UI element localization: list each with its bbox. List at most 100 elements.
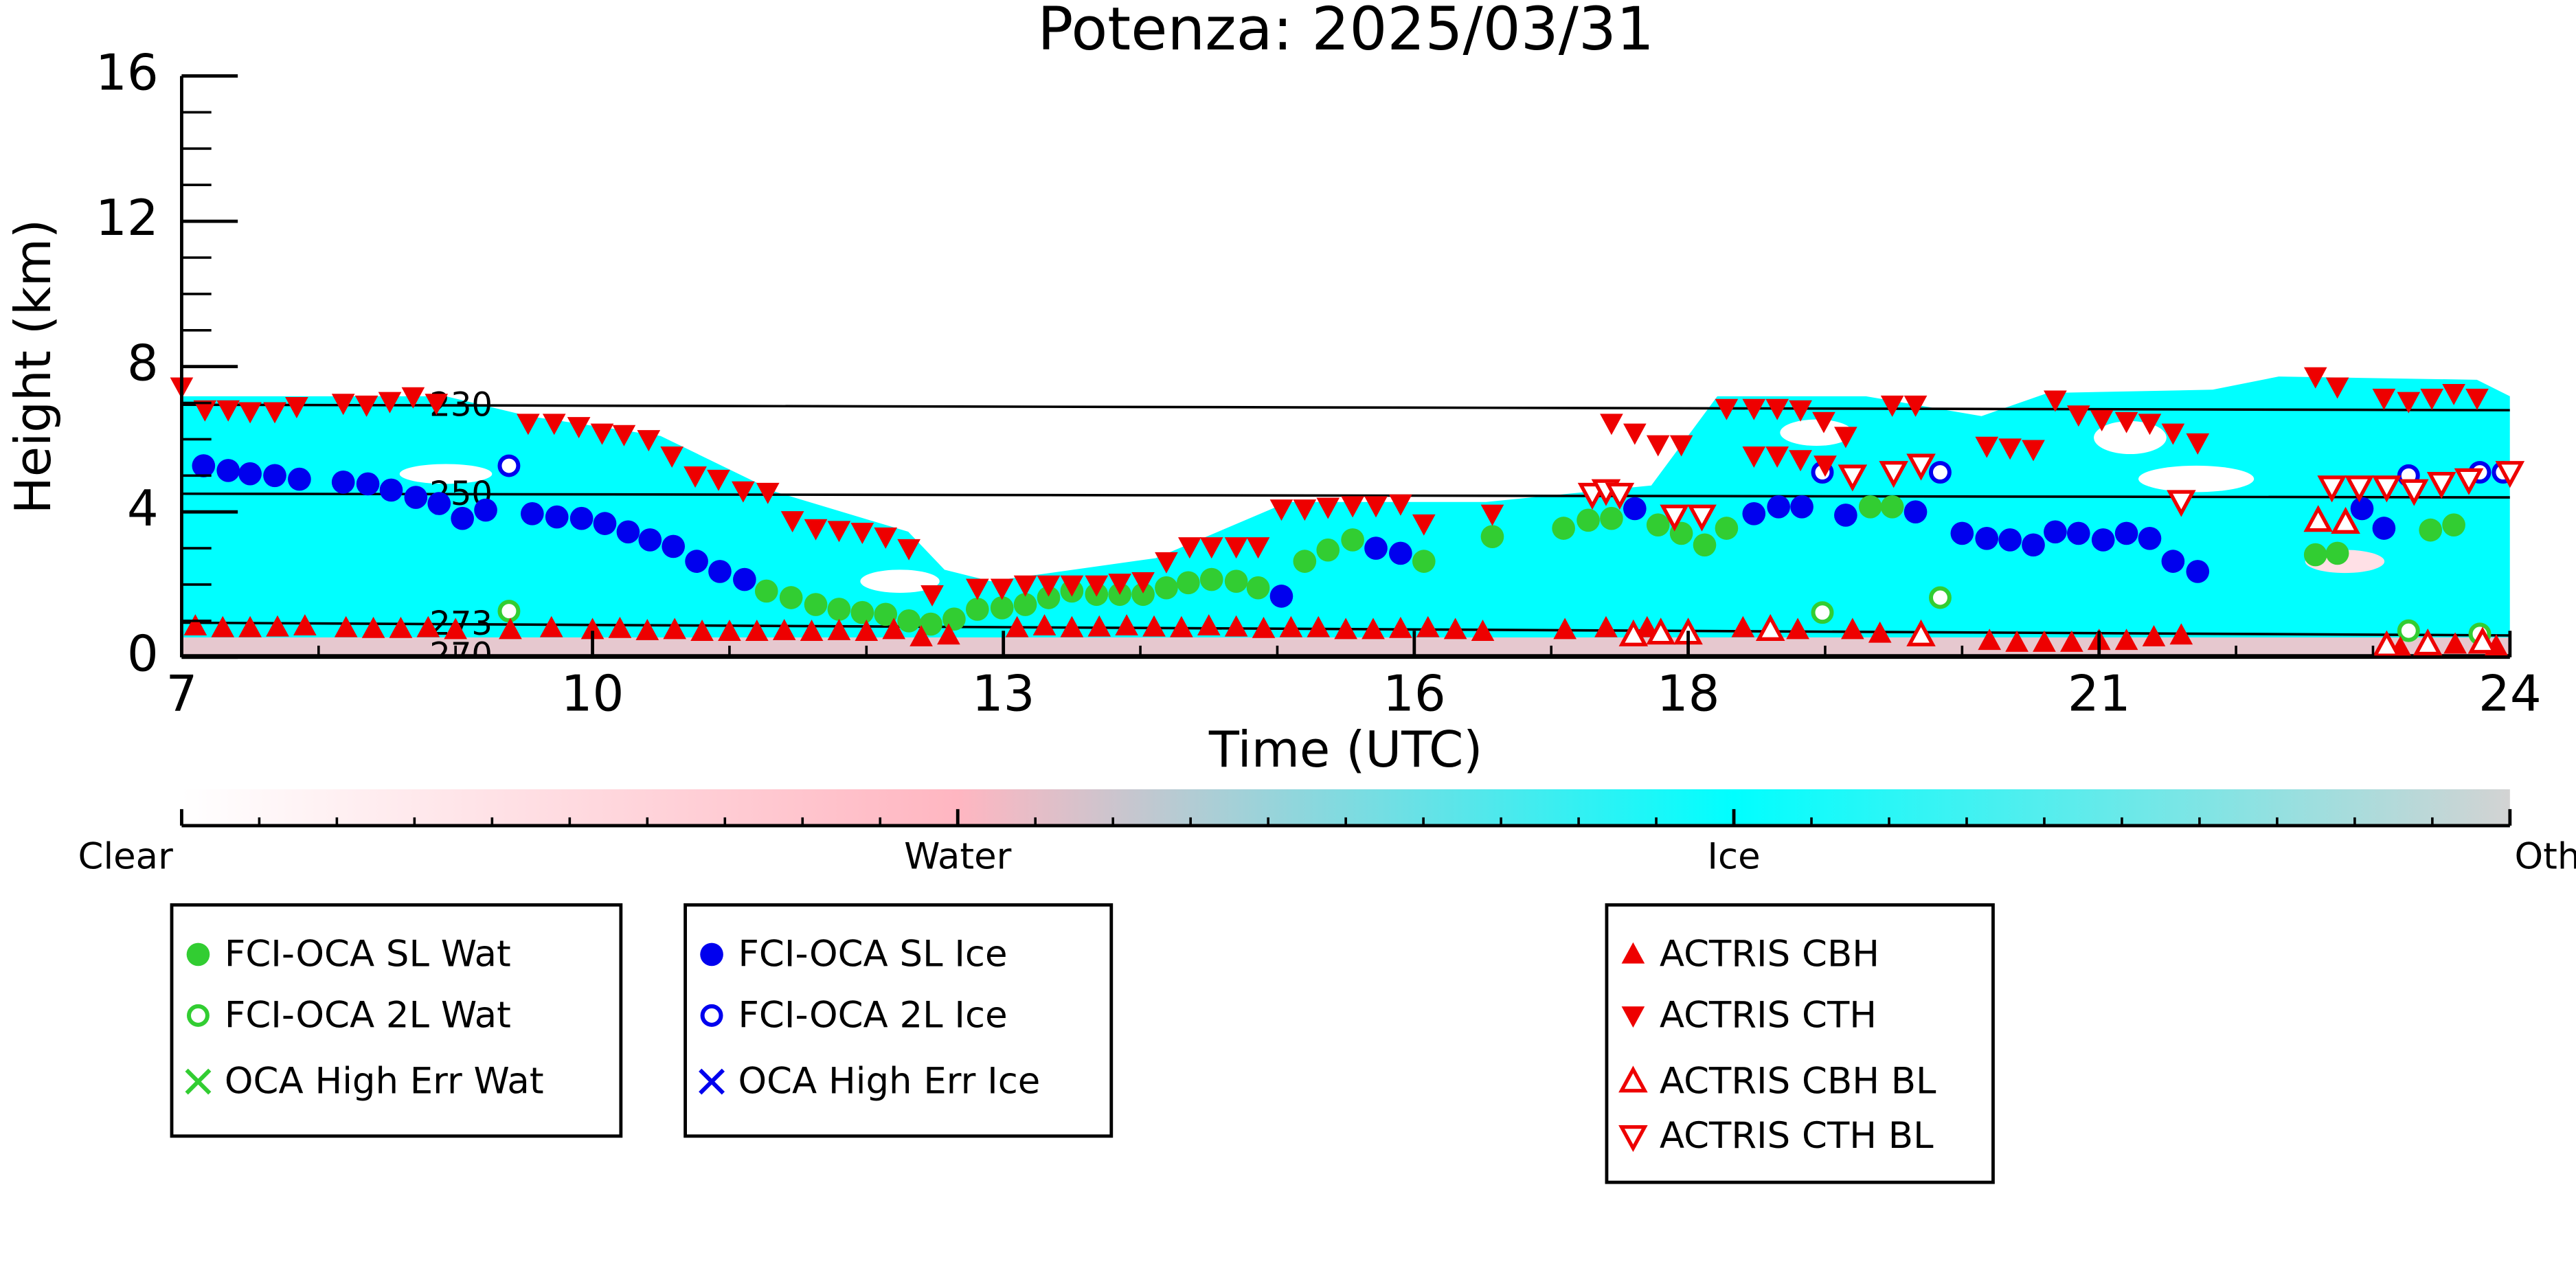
point: [2167, 490, 2196, 517]
point: [193, 400, 217, 422]
point: [2372, 517, 2396, 540]
marks: [170, 367, 2525, 657]
ice-region: [181, 376, 2510, 641]
point: [772, 618, 796, 640]
point: [685, 550, 708, 573]
legend-marker: [1618, 1125, 1648, 1153]
point: [1412, 550, 1436, 573]
point: [965, 598, 989, 621]
legend-marker: [700, 1004, 723, 1027]
point: [1224, 569, 1248, 594]
point: [2091, 528, 2115, 552]
point: [2331, 506, 2360, 534]
point: [1279, 615, 1303, 637]
point: [637, 430, 661, 452]
legend-marker: [185, 1068, 212, 1095]
point: [1906, 453, 1936, 481]
legend-label: OCA High Err Wat: [225, 1061, 544, 1103]
point: [1765, 398, 1789, 420]
point: [1471, 620, 1495, 641]
point: [1115, 614, 1138, 636]
point: [1903, 395, 1928, 417]
point: [1618, 619, 1649, 646]
point: [521, 502, 544, 526]
point: [827, 598, 851, 621]
point: [1060, 615, 1084, 637]
point: [1013, 575, 1037, 597]
point: [2372, 475, 2402, 503]
point: [1412, 514, 1436, 536]
point: [1108, 574, 1131, 595]
colorbar-labels: Clear Water Ice Other: [78, 809, 2576, 878]
point: [1742, 446, 1766, 468]
point: [990, 578, 1014, 600]
point: [2372, 388, 2396, 410]
y-tick-label: 0: [127, 626, 159, 683]
point: [2138, 526, 2162, 550]
point: [1199, 537, 1223, 559]
point: [608, 616, 632, 638]
point: [1928, 461, 1952, 484]
clear-gap: [2138, 465, 2255, 493]
point: [2161, 423, 2185, 445]
point: [1013, 593, 1037, 616]
point: [2420, 388, 2444, 410]
point: [1814, 455, 1837, 477]
point: [2114, 411, 2138, 433]
point: [1316, 538, 1340, 562]
point: [2114, 629, 2138, 651]
point: [1224, 537, 1248, 559]
point: [1669, 435, 1693, 457]
point: [690, 620, 714, 641]
point: [266, 615, 289, 637]
point: [827, 618, 851, 640]
point: [855, 620, 879, 641]
point: [1838, 464, 1868, 492]
x-axis-label: Time (UTC): [1208, 721, 1483, 779]
point: [1269, 499, 1293, 521]
point: [708, 560, 732, 583]
point: [580, 618, 605, 640]
point: [1646, 513, 1670, 537]
point: [263, 464, 286, 488]
point: [732, 481, 755, 503]
point: [662, 534, 686, 558]
point: [779, 586, 803, 609]
series: [183, 614, 2508, 657]
point: [216, 400, 240, 422]
point: [1178, 537, 1201, 559]
point: [897, 539, 920, 561]
point: [1635, 615, 1659, 637]
point: [331, 471, 355, 494]
isotherm-line: [181, 403, 2510, 411]
point: [2303, 543, 2327, 567]
point: [1742, 502, 1766, 526]
point: [2345, 475, 2374, 503]
legend-label: ACTRIS CBH BL: [1660, 1061, 1936, 1103]
point: [1155, 552, 1178, 574]
point: [1552, 517, 1575, 540]
point: [1364, 536, 1388, 560]
point: [331, 394, 355, 416]
point: [2372, 630, 2402, 657]
point: [1480, 525, 1504, 548]
point: [1170, 615, 1193, 637]
point: [2186, 560, 2210, 583]
point: [990, 596, 1014, 620]
point: [1199, 567, 1223, 591]
point: [2066, 405, 2090, 427]
point: [1858, 495, 1882, 519]
point: [238, 615, 262, 637]
point: [288, 467, 311, 491]
point: [192, 454, 216, 477]
point: [937, 623, 960, 645]
point: [1600, 414, 1623, 436]
point: [1177, 571, 1200, 595]
point: [1623, 423, 1647, 445]
point: [238, 462, 262, 486]
legend-marker: [1621, 1006, 1645, 1028]
x-tick-label: 10: [561, 665, 624, 723]
point: [2186, 433, 2210, 455]
point: [1131, 583, 1155, 607]
